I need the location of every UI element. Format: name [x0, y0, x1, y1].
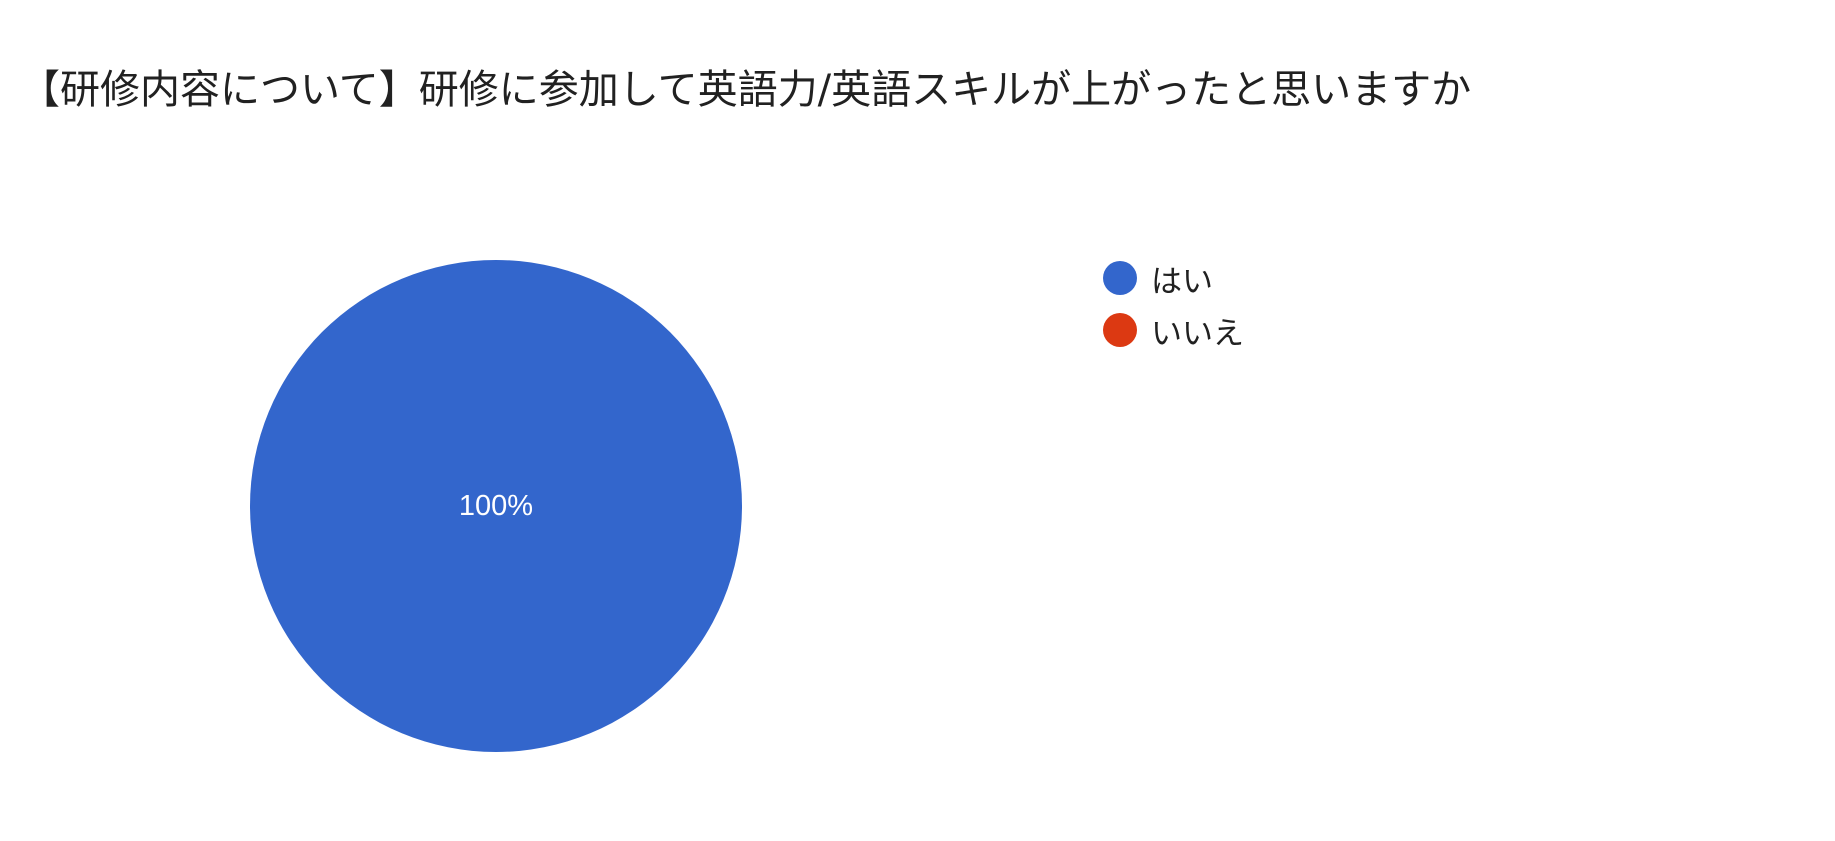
- legend: はい いいえ: [1103, 252, 1244, 356]
- pie-slice-labels: 100%: [459, 490, 533, 522]
- legend-swatch-iie: [1103, 313, 1137, 347]
- pie-slices: [250, 260, 742, 752]
- pie-slice-hai: [250, 260, 742, 752]
- legend-label-iie: いいえ: [1151, 315, 1244, 352]
- legend-swatch-hai: [1103, 261, 1137, 295]
- legend-item-hai: はい: [1103, 252, 1244, 304]
- legend-item-iie: いいえ: [1103, 304, 1244, 356]
- legend-label-hai: はい: [1151, 263, 1213, 300]
- chart-title: 【研修内容について】研修に参加して英語力/英語スキルが上がったと思いますか: [20, 67, 1472, 113]
- pie-slice-label-hai: 100%: [459, 490, 533, 522]
